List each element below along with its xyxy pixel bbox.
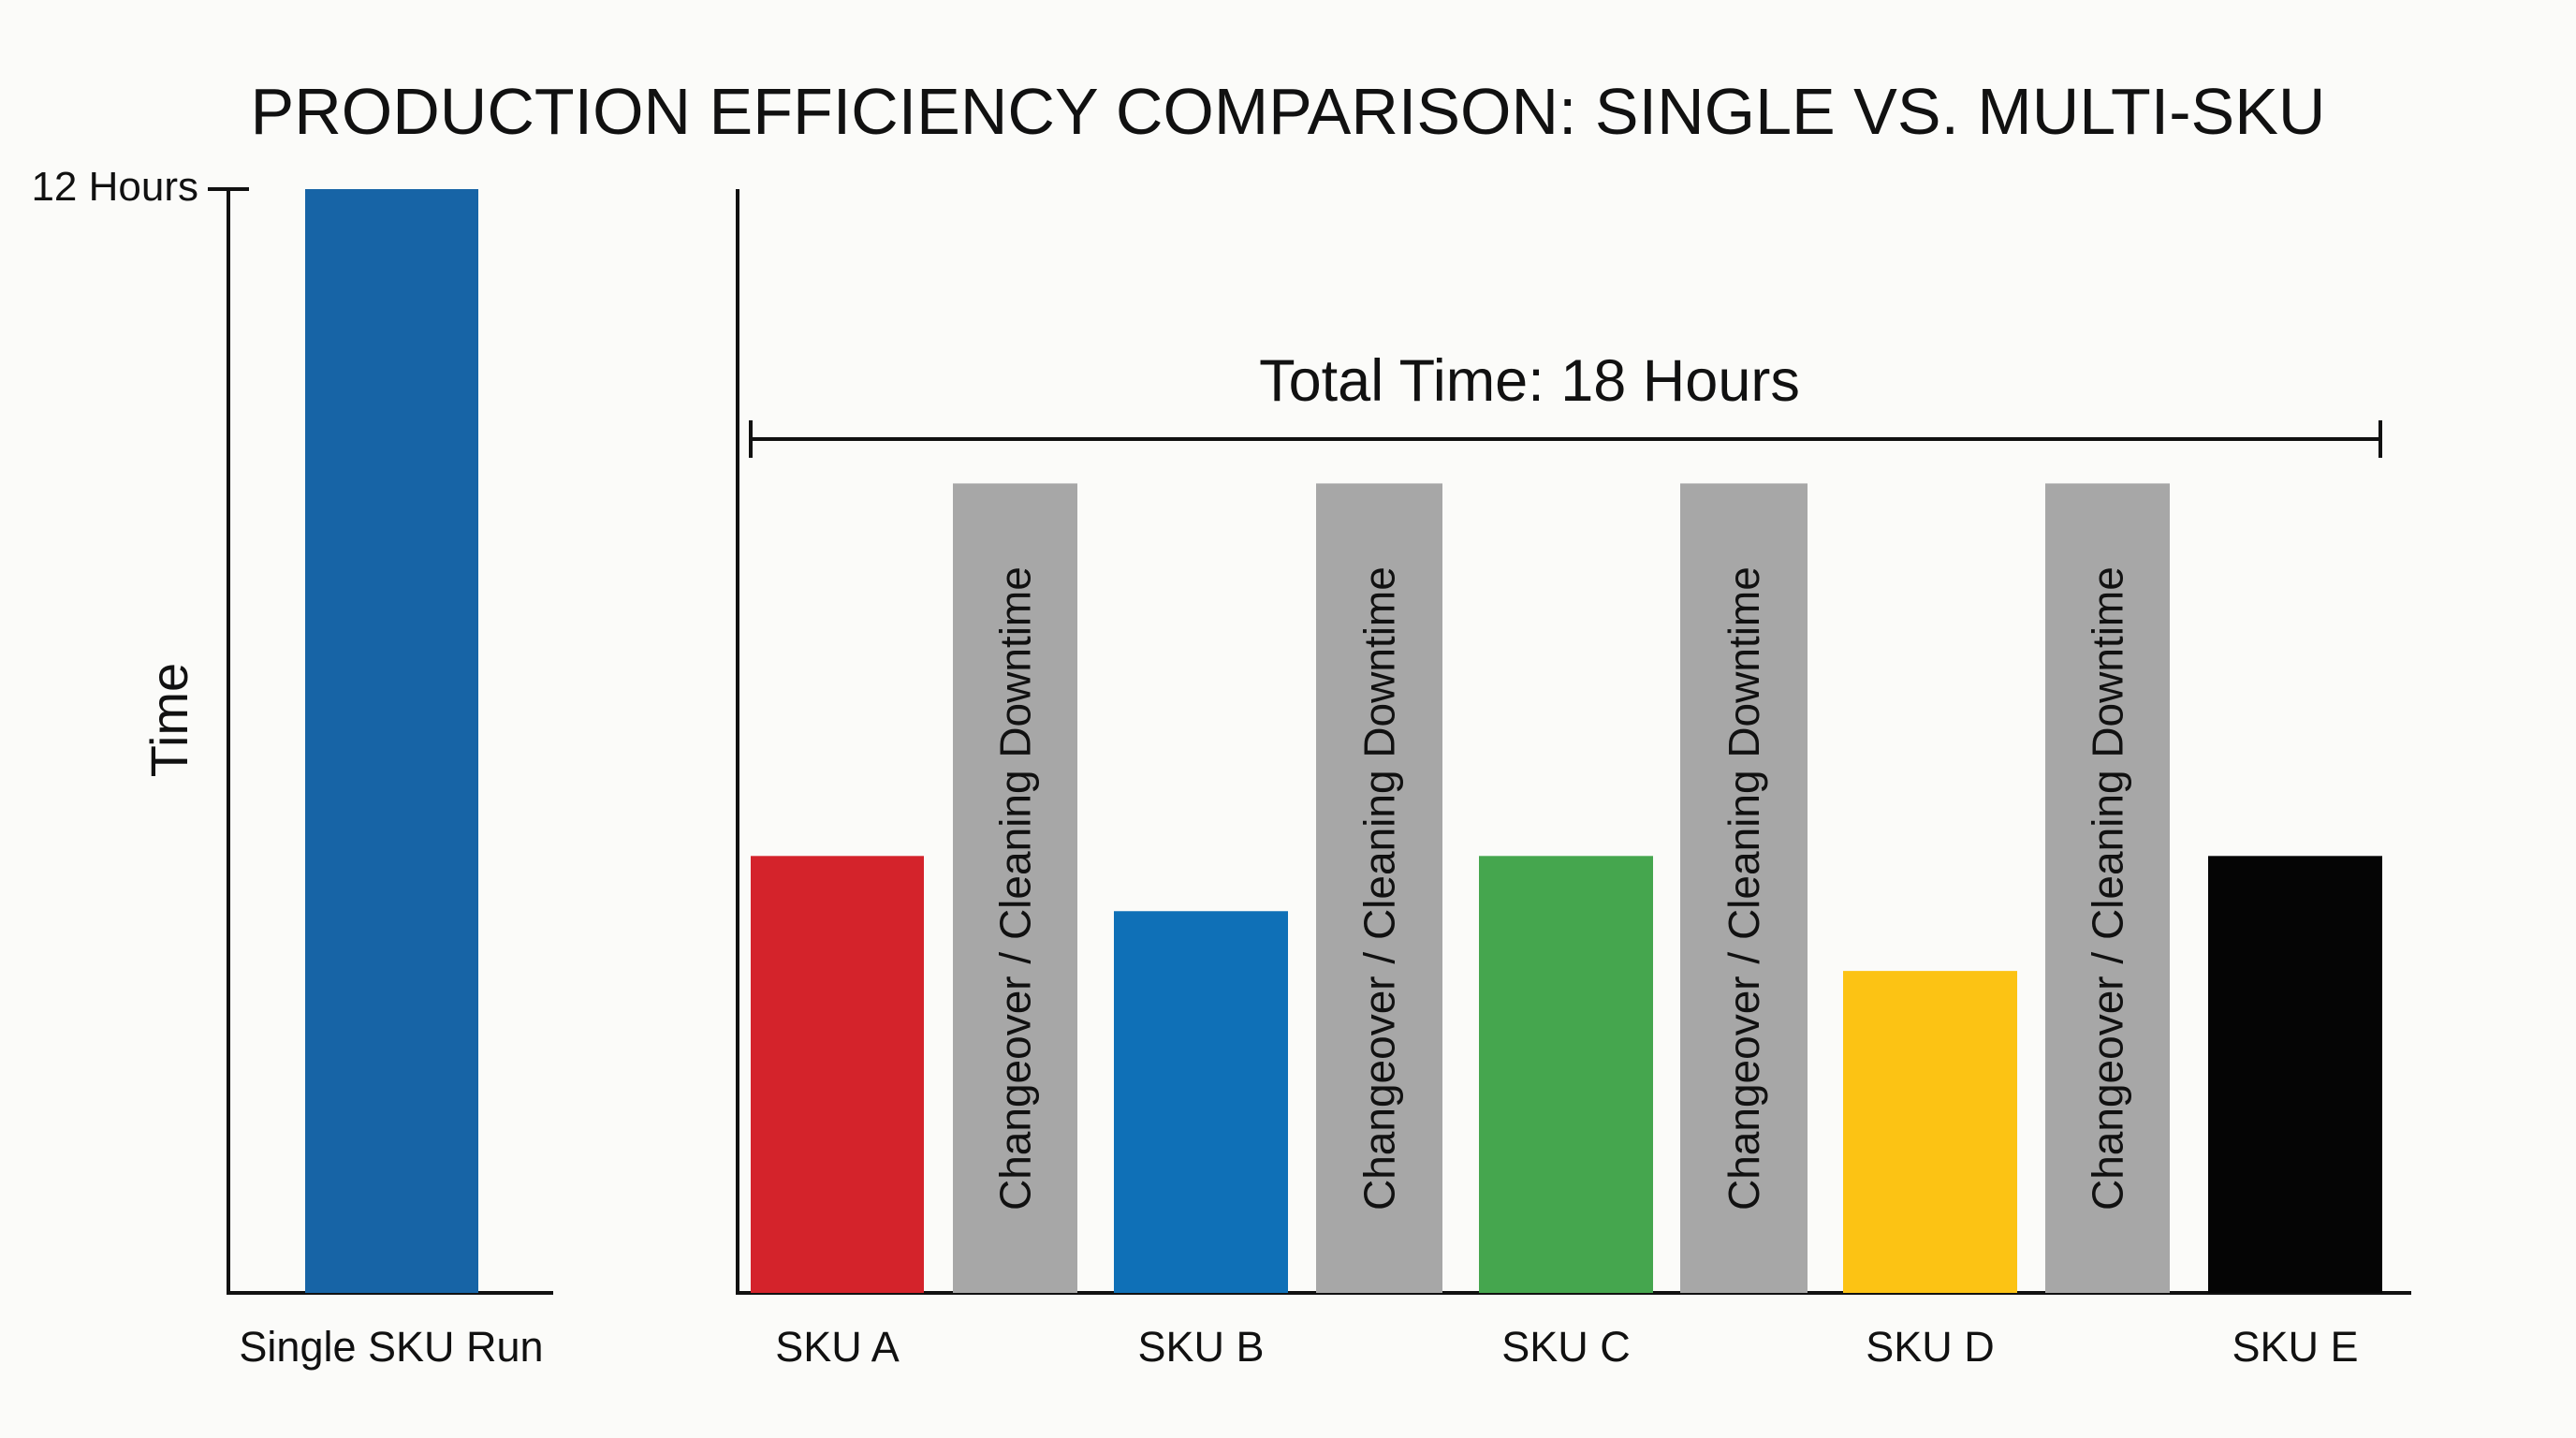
bar-sku-d	[1843, 971, 2017, 1293]
bar-downtime-2	[1316, 483, 1442, 1293]
bar-downtime-1	[953, 483, 1077, 1293]
x-label-sku-e: SKU E	[2232, 1323, 2358, 1371]
y-tick-label-12-hours: 12 Hours	[31, 164, 198, 210]
bar-single-sku-run	[305, 189, 478, 1293]
x-label-single-sku-run: Single SKU Run	[239, 1323, 543, 1371]
x-label-sku-c: SKU C	[1501, 1323, 1631, 1371]
total-time-annotation: Total Time: 18 Hours	[1259, 348, 1800, 414]
downtime-label: Changeover / Cleaning Downtime	[2084, 566, 2132, 1211]
x-label-sku-b: SKU B	[1137, 1323, 1264, 1371]
y-axis-label: Time	[139, 663, 198, 777]
chart-title: PRODUCTION EFFICIENCY COMPARISON: SINGLE…	[251, 75, 2326, 148]
bar-sku-c	[1479, 856, 1653, 1293]
bar-sku-a	[751, 856, 924, 1293]
downtime-label: Changeover / Cleaning Downtime	[991, 566, 1040, 1211]
x-label-sku-a: SKU A	[775, 1323, 900, 1371]
downtime-label: Changeover / Cleaning Downtime	[1720, 566, 1768, 1211]
bar-sku-b	[1114, 911, 1288, 1293]
bar-downtime-3	[1680, 483, 1808, 1293]
bar-sku-e	[2208, 856, 2382, 1293]
downtime-label: Changeover / Cleaning Downtime	[1355, 566, 1404, 1211]
bar-downtime-4	[2045, 483, 2170, 1293]
x-label-sku-d: SKU D	[1866, 1323, 1995, 1371]
total-time-bracket	[749, 420, 2382, 458]
